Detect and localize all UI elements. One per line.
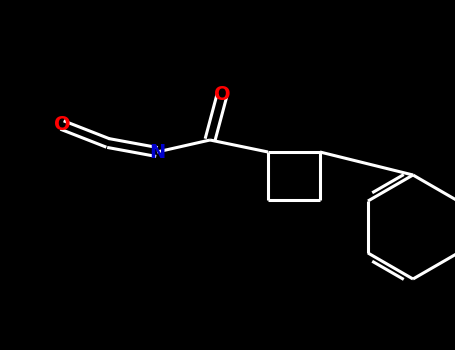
Text: O: O xyxy=(214,85,230,105)
Text: N: N xyxy=(149,142,165,161)
Text: O: O xyxy=(54,116,71,134)
